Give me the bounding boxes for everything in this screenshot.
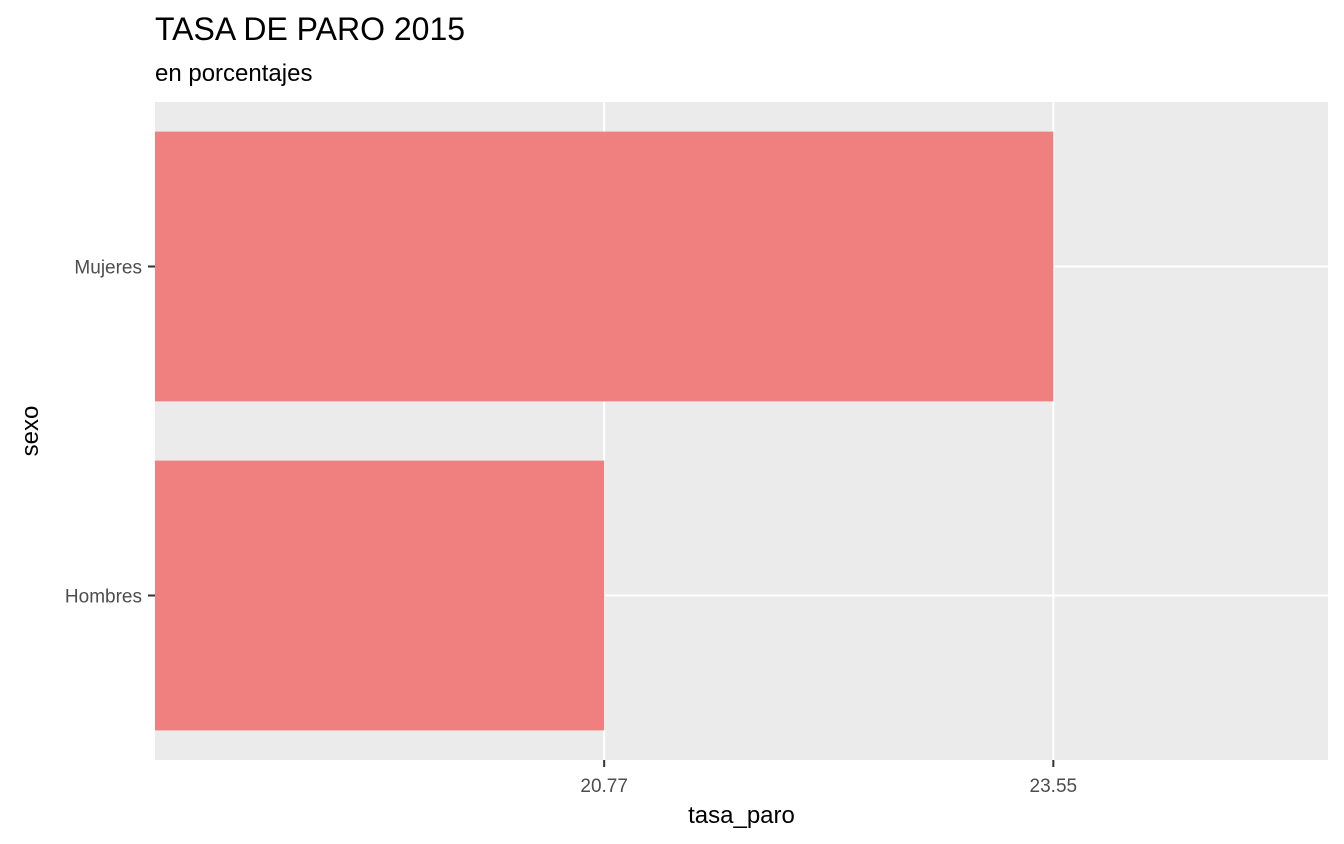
chart-title: TASA DE PARO 2015 xyxy=(155,11,465,47)
bar-hombres xyxy=(155,460,605,731)
x-tick-label: 20.77 xyxy=(580,776,628,797)
y-axis-title: sexo xyxy=(17,406,44,457)
chart-subtitle: en porcentajes xyxy=(155,60,312,87)
y-axis: Hombres Mujeres xyxy=(65,258,155,608)
x-tick-label: 23.55 xyxy=(1030,776,1078,797)
x-axis: 20.77 23.55 xyxy=(580,760,1077,797)
bar-mujeres xyxy=(155,131,1054,402)
y-tick-label: Mujeres xyxy=(74,258,142,279)
bars-layer xyxy=(155,131,1054,731)
y-tick-label: Hombres xyxy=(65,587,142,608)
x-axis-title: tasa_paro xyxy=(688,802,795,829)
